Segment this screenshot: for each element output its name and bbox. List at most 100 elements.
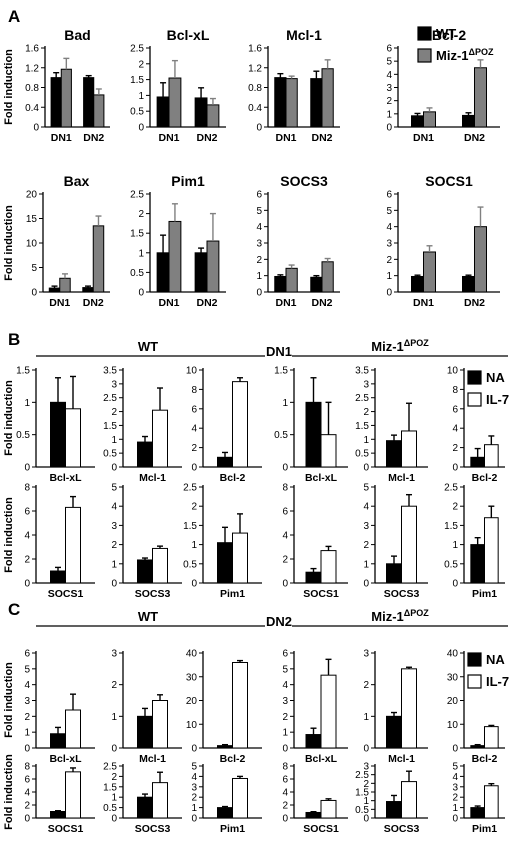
bar (50, 570, 66, 584)
subplot-20: 0 0.5 1 1.5 2 2.5 Pim1 (444, 483, 505, 600)
subplot-30: 0 2 4 6 8 SOCS1 (282, 762, 348, 835)
legend-b-swatch (467, 370, 482, 385)
category-label: SOCS3 (135, 823, 171, 835)
subplot-10: 0 0.5 1 1.5 2 2.5 3 3.5 Mcl-1 (103, 366, 182, 484)
y-tick-label: 6 (282, 775, 288, 786)
y-tick-label: 6 (24, 649, 30, 660)
y-tick-label: 2.5 (444, 483, 458, 494)
bar (305, 571, 322, 584)
y-tick-label: 4 (24, 531, 30, 542)
subplot-11: 0 2 4 6 8 10 Bcl-2 (186, 366, 262, 484)
bar (484, 517, 499, 584)
bar (386, 715, 402, 749)
y-tick-label: 0 (256, 288, 262, 299)
subplot-3: 0 0.4 0.8 1.2 1.6 Mcl-1 DN1 DN2 (248, 27, 340, 144)
group-header-wt: WT (138, 339, 158, 354)
bar (401, 430, 417, 468)
bar (423, 111, 436, 128)
y-tick-label: 1.5 (103, 782, 117, 793)
subplot-13: 0 0.5 1 1.5 2 2.5 3 3.5 Mcl-1 (355, 366, 428, 484)
bar (474, 67, 487, 128)
y-tick-label: 5 (191, 762, 197, 773)
y-tick-label: 3 (111, 521, 117, 532)
subplot-31: 00.511.522.53 SOCS3 (355, 762, 428, 835)
y-tick-label: 2 (111, 407, 117, 418)
y-tick-label: 1 (363, 796, 369, 807)
y-tick-label: 1.2 (25, 63, 39, 74)
category-label: Bcl-2 (220, 472, 246, 484)
bar (206, 104, 220, 128)
y-tick-label: 3 (282, 696, 288, 707)
category-label: DN2 (196, 132, 217, 144)
bar (152, 547, 168, 584)
y-tick-label: 5 (363, 483, 369, 494)
y-tick-label: 2 (138, 59, 144, 70)
bar (65, 506, 81, 584)
bar (386, 563, 402, 584)
y-tick-label: 1.5 (355, 421, 369, 432)
category-label: Bcl-2 (220, 753, 246, 765)
y-tick-label: 4 (282, 680, 288, 691)
bar (50, 77, 62, 128)
y-tick-label: 15 (26, 214, 38, 225)
y-tick-label: 5 (24, 664, 30, 675)
y-tick-label: 20 (26, 190, 38, 201)
y-tick-label: 4 (452, 772, 458, 783)
bar (232, 777, 248, 819)
bar (152, 700, 168, 749)
bar (65, 771, 81, 819)
y-tick-label: 4 (191, 424, 197, 435)
y-tick-label: 0.5 (103, 449, 117, 460)
y-tick-label: 2 (24, 801, 30, 812)
y-tick-label: 0.5 (355, 449, 369, 460)
bar (423, 251, 436, 293)
bar (59, 277, 71, 293)
y-axis-label: Fold induction (3, 662, 15, 738)
bar (470, 807, 486, 819)
y-tick-label: 6 (191, 404, 197, 415)
y-tick-label: 1 (282, 728, 288, 739)
bar (386, 801, 402, 819)
y-tick-label: 1 (111, 559, 117, 570)
y-tick-label: 0 (363, 463, 369, 474)
y-tick-label: 1.5 (274, 366, 288, 377)
y-tick-label: 3 (452, 782, 458, 793)
y-tick-label: 4 (191, 772, 197, 783)
y-tick-label: 4 (282, 531, 288, 542)
bar (137, 796, 153, 819)
bar (285, 78, 298, 128)
y-tick-label: 0 (191, 744, 197, 755)
y-tick-label: 2.5 (130, 190, 144, 201)
group-header-miz: Miz-1ΔPOZ (371, 608, 429, 624)
subplot-16: 0 1 2 3 4 5 SOCS3 (111, 483, 182, 600)
subplot-25: 0 1 2 3 Mcl-1 (363, 649, 428, 765)
bar (65, 709, 81, 749)
subplot-27: 0 2 4 6 8 SOCS1 (24, 762, 95, 835)
y-tick-label: 0.5 (16, 430, 30, 441)
y-tick-label: 4 (386, 222, 392, 233)
y-tick-label: 0.5 (130, 268, 144, 279)
legend-b-label: IL-7 (486, 392, 509, 407)
bar (50, 401, 66, 468)
y-tick-label: 2 (363, 680, 369, 691)
category-label: Mcl-1 (139, 472, 166, 484)
bar (217, 807, 233, 819)
y-tick-label: 2 (24, 555, 30, 566)
category-label: DN1 (275, 297, 296, 309)
bar (320, 674, 337, 749)
bar (232, 532, 248, 584)
subplot-7: 0 1 2 3 4 5 6 SOCS3 DN1 DN2 (256, 173, 340, 309)
y-tick-label: 1.2 (248, 63, 262, 74)
bar (411, 275, 424, 293)
bar (48, 287, 61, 293)
bar (305, 401, 322, 468)
category-label: SOCS1 (48, 588, 84, 600)
y-tick-label: 6 (24, 775, 30, 786)
subplot-title: Bad (64, 27, 90, 43)
y-tick-label: 1 (191, 803, 197, 814)
bar (50, 811, 66, 819)
bar (484, 726, 499, 749)
y-tick-label: 0 (33, 123, 39, 134)
category-label: Bcl-xL (305, 753, 338, 765)
bar (168, 77, 182, 128)
